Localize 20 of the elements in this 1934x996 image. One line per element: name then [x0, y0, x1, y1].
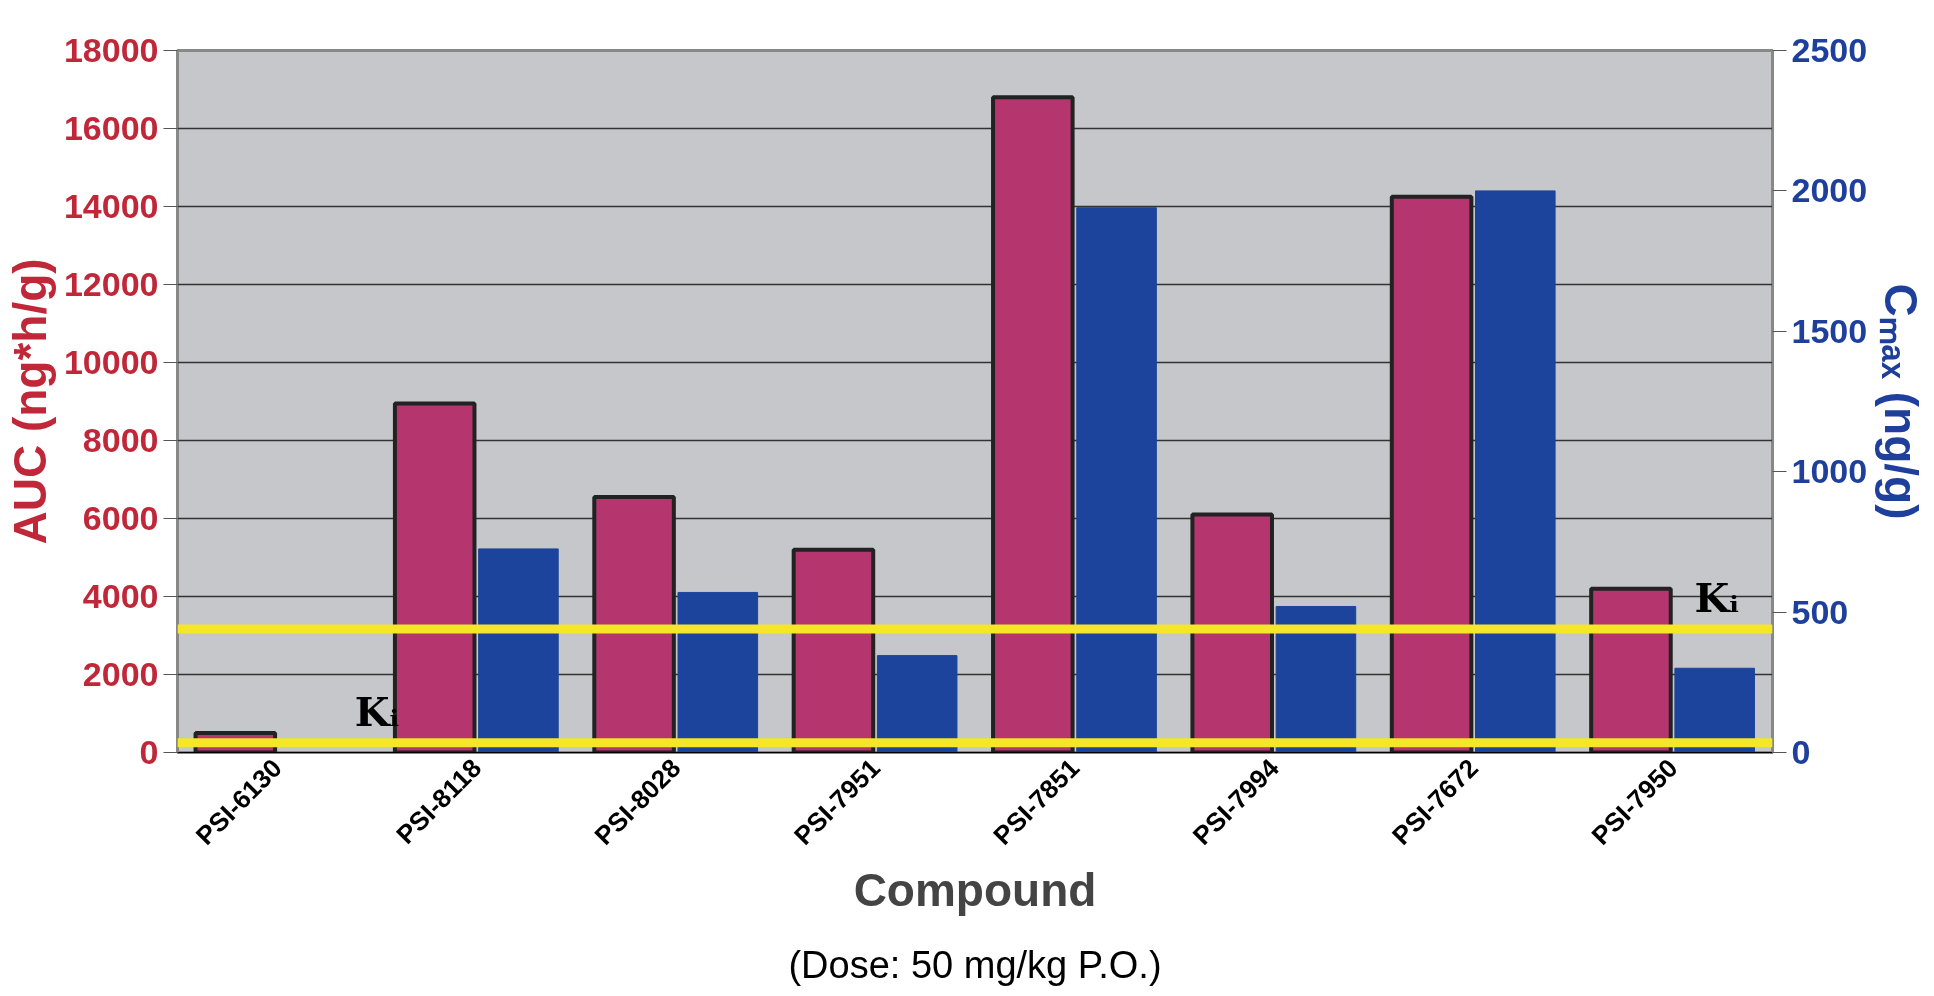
y-axis-title: AUC (ng*h/g) [3, 258, 56, 545]
y2-axis-title: Cₘₐₓ (ng/g) [1875, 283, 1928, 520]
y2-tick-label: 1000 [1791, 452, 1868, 491]
y-tick-label: 18000 [63, 31, 159, 69]
y-tick-label: 6000 [82, 499, 159, 537]
y2-tick-label: 2000 [1791, 171, 1868, 210]
y2-tick-label: 500 [1791, 592, 1849, 631]
y-tick-label: 16000 [63, 109, 159, 147]
y-tick-label: 8000 [82, 421, 159, 459]
y2-tick-label: 2500 [1791, 31, 1868, 69]
y-tick-label: 14000 [63, 187, 159, 225]
y-tick-label: 10000 [63, 343, 159, 381]
x-axis-title: Compound [853, 864, 1097, 917]
y-tick-label: 12000 [63, 265, 159, 303]
y-tick-label: 4000 [82, 577, 159, 615]
text: (Dose: 50 mg/kg P.O.) [788, 943, 1162, 986]
y2-tick-label: 1500 [1791, 311, 1868, 350]
y2-tick-label: 0 [1791, 733, 1811, 771]
y-tick-label: 0 [139, 733, 159, 771]
y-tick-label: 2000 [82, 655, 159, 693]
